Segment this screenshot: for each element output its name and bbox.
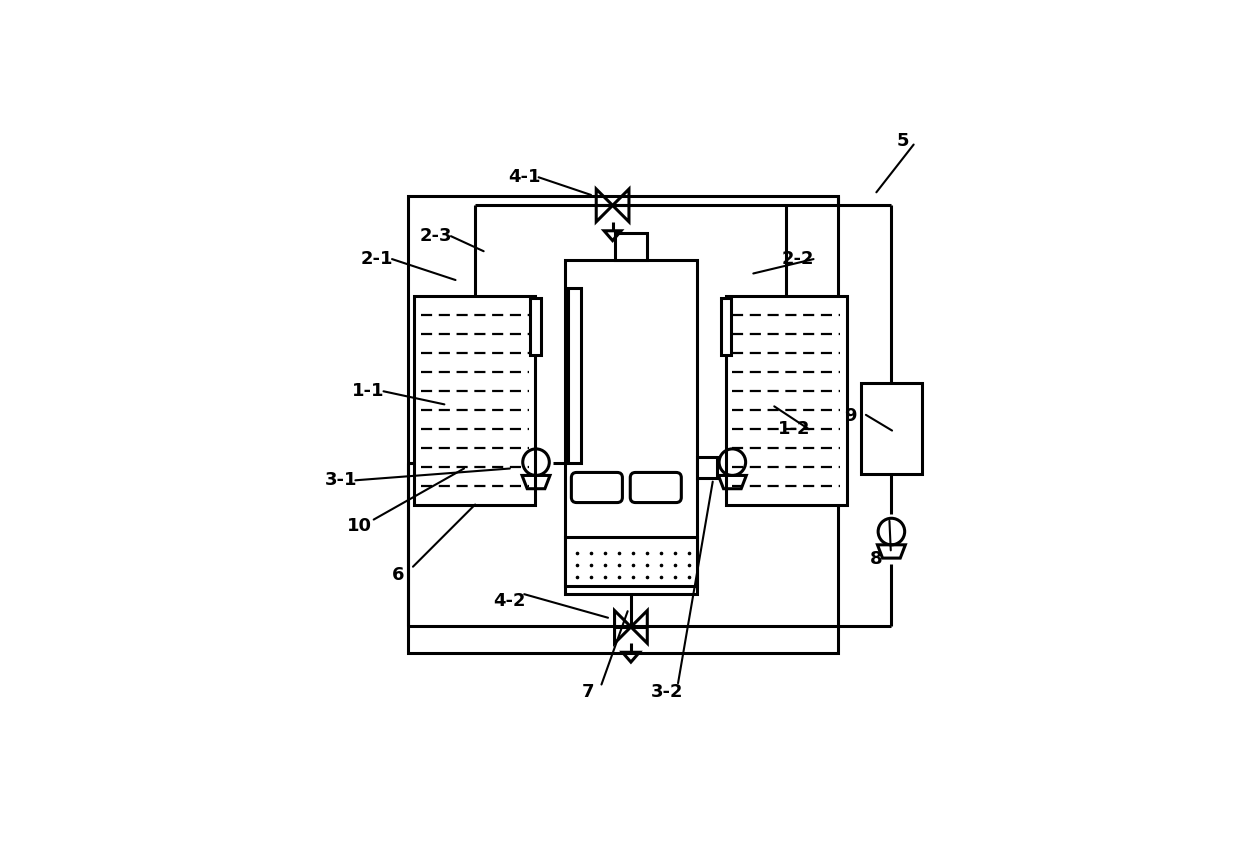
Text: 2-2: 2-2 <box>781 250 815 268</box>
FancyBboxPatch shape <box>630 473 681 502</box>
Text: 1-1: 1-1 <box>352 382 384 400</box>
Text: 1-2: 1-2 <box>777 420 810 439</box>
Bar <box>615 233 646 260</box>
Text: 7: 7 <box>582 683 595 701</box>
Text: 4-2: 4-2 <box>494 592 526 609</box>
Text: 5: 5 <box>897 133 909 150</box>
Text: 3-2: 3-2 <box>651 683 683 701</box>
Text: 10: 10 <box>347 517 372 536</box>
Text: 4-1: 4-1 <box>508 168 541 186</box>
FancyBboxPatch shape <box>572 473 622 502</box>
Bar <box>564 537 697 586</box>
Text: 9: 9 <box>844 407 857 425</box>
Bar <box>414 297 536 505</box>
Text: 3-1: 3-1 <box>325 471 357 490</box>
Text: 6: 6 <box>392 565 404 584</box>
Bar <box>564 260 697 594</box>
Bar <box>862 383 921 473</box>
Bar <box>697 456 717 478</box>
Bar <box>720 298 732 355</box>
Text: 2-3: 2-3 <box>419 227 453 245</box>
Bar <box>408 196 838 653</box>
Bar <box>568 288 582 463</box>
Text: 8: 8 <box>870 550 883 568</box>
Text: 2-1: 2-1 <box>361 250 393 268</box>
Bar <box>531 298 541 355</box>
Bar <box>725 297 847 505</box>
